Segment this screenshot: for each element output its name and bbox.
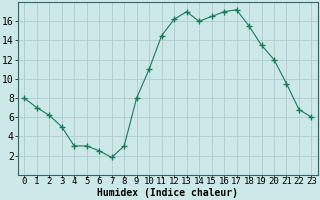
X-axis label: Humidex (Indice chaleur): Humidex (Indice chaleur) [97, 188, 238, 198]
